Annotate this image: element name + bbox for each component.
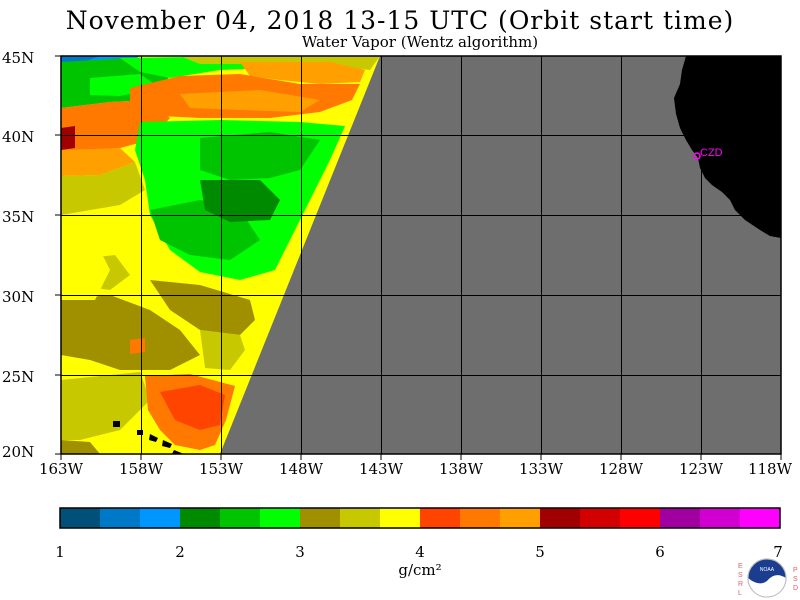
lon-label-123w: 123W [678,460,724,478]
colorbar-swatch [460,508,501,528]
colorbar-swatch [220,508,261,528]
map-subtitle: Water Vapor (Wentz algorithm) [301,33,539,51]
colorbar-swatch [380,508,421,528]
lon-label-118w: 118W [747,460,793,478]
svg-text:E: E [738,563,743,570]
lon-label-133w: 133W [518,460,564,478]
lat-label-25n: 25N [2,368,35,386]
svg-text:S: S [793,576,798,583]
colorbar-tick-4: 4 [415,543,425,561]
lon-label-163w: 163W [38,460,84,478]
colorbar-swatch [340,508,381,528]
colorbar-tick-3: 3 [295,543,305,561]
lon-label-153w: 153W [198,460,244,478]
lat-label-20n: 20N [2,443,35,461]
lat-label-40n: 40N [2,128,35,146]
colorbar-tick-2: 2 [175,543,185,561]
svg-text:L: L [738,590,742,597]
colorbar-swatch [420,508,461,528]
lon-label-138w: 138W [438,460,484,478]
svg-text:R: R [738,581,743,588]
grid-lines [61,56,781,454]
colorbar-frame [59,507,781,529]
colorbar-swatch [60,508,101,528]
station-label: CZD [700,147,723,159]
colorbar-swatch [260,508,301,528]
colorbar-tick-1: 1 [55,543,65,561]
lon-label-128w: 128W [598,460,644,478]
hawaiian-islands [113,421,184,454]
lon-label-143w: 143W [358,460,404,478]
tick-marks [55,55,782,460]
colorbar-tick-6: 6 [655,543,665,561]
svg-text:D: D [793,585,798,592]
lon-label-148w: 148W [278,460,324,478]
lat-label-45n: 45N [2,49,35,67]
lat-label-35n: 35N [2,208,35,226]
colorbar-tick-5: 5 [535,543,545,561]
svg-text:S: S [738,572,743,579]
svg-text:P: P [793,567,798,574]
colorbar-swatch [700,508,741,528]
svg-text:NOAA: NOAA [760,567,775,573]
colorbar-swatch [620,508,661,528]
colorbar-swatch [140,508,181,528]
colorbar-swatch [300,508,341,528]
colorbar-swatch [580,508,621,528]
colorbar-swatch [500,508,541,528]
map-title: November 04, 2018 13-15 UTC (Orbit start… [65,6,735,35]
lat-label-30n: 30N [2,288,35,306]
station-marker [693,152,701,160]
lon-label-158w: 158W [118,460,164,478]
colorbar [60,508,781,528]
colorbar-swatch [180,508,221,528]
colorbar-swatch [660,508,701,528]
land-north-america [674,56,781,238]
map-frame [60,55,782,455]
colorbar-unit-label: g/cm² [398,561,442,579]
colorbar-swatch [100,508,141,528]
colorbar-swatch [740,508,781,528]
colorbar-swatch [540,508,581,528]
colorbar-tick-7: 7 [773,543,783,561]
